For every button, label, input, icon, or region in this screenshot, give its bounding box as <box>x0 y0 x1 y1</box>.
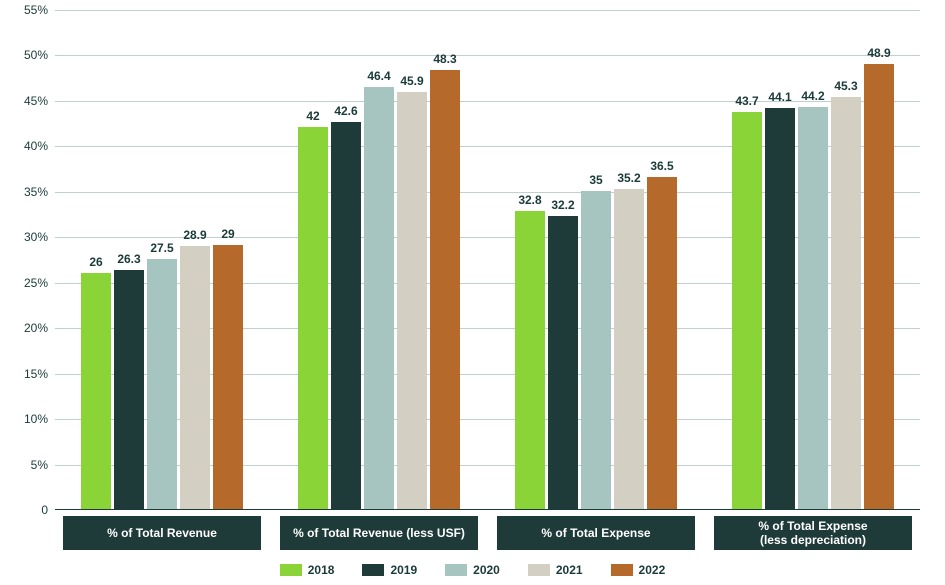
bar-value-label: 48.9 <box>867 46 890 60</box>
grouped-bar-chart: 2626.327.528.9294242.646.445.948.332.832… <box>0 0 945 585</box>
bar-group: 4242.646.445.948.3 <box>298 70 460 509</box>
legend-item: 2018 <box>280 563 335 577</box>
legend-item: 2019 <box>362 563 417 577</box>
bar: 48.3 <box>430 70 460 509</box>
bar-value-label: 42 <box>306 109 319 123</box>
legend-label: 2022 <box>639 563 666 577</box>
bar: 26.3 <box>114 270 144 509</box>
category-label: % of Total Expense <box>497 516 695 550</box>
y-tick-label: 55% <box>0 3 48 17</box>
legend-swatch <box>445 564 467 576</box>
bar-value-label: 46.4 <box>367 69 390 83</box>
bar-value-label: 32.8 <box>518 193 541 207</box>
bar: 44.2 <box>798 107 828 509</box>
legend-item: 2021 <box>528 563 583 577</box>
bar-value-label: 28.9 <box>183 228 206 242</box>
legend: 2018 2019 2020 2021 2022 <box>0 563 945 577</box>
bar: 45.3 <box>831 97 861 509</box>
y-tick-label: 20% <box>0 321 48 335</box>
y-tick-label: 45% <box>0 94 48 108</box>
bar: 28.9 <box>180 246 210 509</box>
y-tick-label: 0 <box>0 503 48 517</box>
bar-group: 2626.327.528.929 <box>81 245 243 509</box>
bar-value-label: 45.9 <box>400 74 423 88</box>
bar: 32.2 <box>548 216 578 509</box>
bar: 46.4 <box>364 87 394 509</box>
bar-value-label: 44.1 <box>768 90 791 104</box>
y-tick-label: 35% <box>0 185 48 199</box>
category-label: % of Total Expense (less depreciation) <box>714 516 912 550</box>
y-tick-label: 5% <box>0 458 48 472</box>
bar: 35 <box>581 191 611 509</box>
bar-value-label: 45.3 <box>834 79 857 93</box>
gridline <box>55 55 920 56</box>
bar: 42 <box>298 127 328 509</box>
bar: 44.1 <box>765 108 795 509</box>
bar-group: 32.832.23535.236.5 <box>515 177 677 509</box>
legend-swatch <box>280 564 302 576</box>
bar: 36.5 <box>647 177 677 509</box>
legend-swatch <box>528 564 550 576</box>
legend-swatch <box>611 564 633 576</box>
legend-item: 2022 <box>611 563 666 577</box>
y-tick-label: 40% <box>0 139 48 153</box>
bar-value-label: 48.3 <box>433 52 456 66</box>
legend-label: 2019 <box>390 563 417 577</box>
bar-value-label: 36.5 <box>650 159 673 173</box>
bar-value-label: 26.3 <box>117 252 140 266</box>
bar: 42.6 <box>331 122 361 509</box>
y-tick-label: 30% <box>0 230 48 244</box>
bar-value-label: 26 <box>89 255 102 269</box>
legend-swatch <box>362 564 384 576</box>
bar-value-label: 27.5 <box>150 241 173 255</box>
category-label: % of Total Revenue <box>63 516 261 550</box>
category-label: % of Total Revenue (less USF) <box>280 516 478 550</box>
legend-label: 2020 <box>473 563 500 577</box>
legend-label: 2018 <box>308 563 335 577</box>
bar-value-label: 43.7 <box>735 94 758 108</box>
bar-value-label: 32.2 <box>551 198 574 212</box>
y-tick-label: 25% <box>0 276 48 290</box>
bar-group: 43.744.144.245.348.9 <box>732 64 894 509</box>
y-tick-label: 50% <box>0 48 48 62</box>
legend-item: 2020 <box>445 563 500 577</box>
bar: 43.7 <box>732 112 762 509</box>
bar: 26 <box>81 273 111 509</box>
legend-label: 2021 <box>556 563 583 577</box>
y-tick-label: 10% <box>0 412 48 426</box>
bar: 29 <box>213 245 243 509</box>
bar-value-label: 44.2 <box>801 89 824 103</box>
plot-area: 2626.327.528.9294242.646.445.948.332.832… <box>55 10 920 510</box>
bar: 45.9 <box>397 92 427 509</box>
bar-value-label: 35 <box>589 173 602 187</box>
bar: 48.9 <box>864 64 894 509</box>
bar-value-label: 42.6 <box>334 104 357 118</box>
bar-value-label: 35.2 <box>617 171 640 185</box>
bar: 27.5 <box>147 259 177 509</box>
bar: 32.8 <box>515 211 545 509</box>
bar-value-label: 29 <box>221 227 234 241</box>
y-tick-label: 15% <box>0 367 48 381</box>
gridline <box>55 10 920 11</box>
bar: 35.2 <box>614 189 644 509</box>
